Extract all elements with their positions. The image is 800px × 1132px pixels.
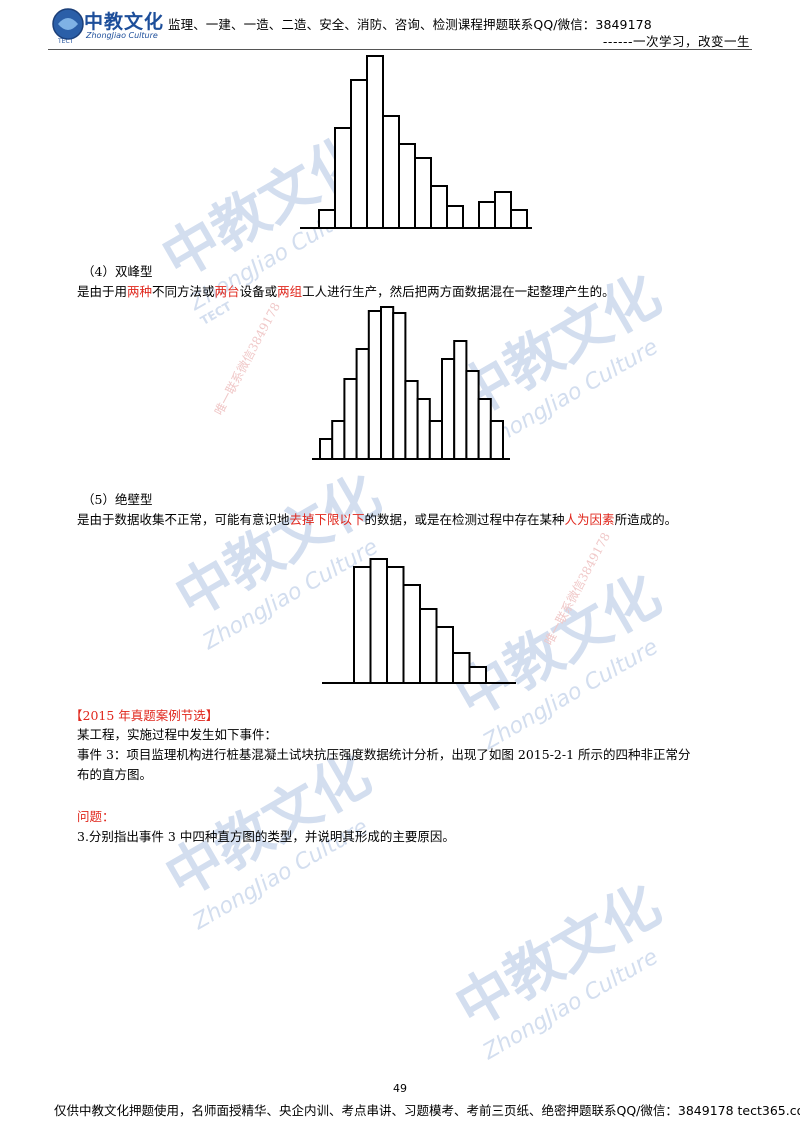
exam-event3-line2: 布的直方图。 [77, 767, 153, 782]
section-4-description: 是由于用两种不同方法或两台设备或两组工人进行生产，然后把两方面数据混在一起整理产… [77, 282, 749, 302]
island-bar-2 [334, 127, 352, 229]
double-peak-bar-7 [392, 312, 407, 460]
exam-intro: 某工程，实施过程中发生如下事件： [77, 727, 278, 742]
body-text: 设备或 [239, 284, 278, 299]
island-bar-9 [446, 205, 464, 229]
exam-event3-line1: 事件 3：项目监理机构进行桩基混凝土试块抗压强度数据统计分析，出现了如图 201… [77, 747, 691, 762]
body-text: 所造成的。 [614, 512, 678, 527]
double-peak-bar-13 [465, 370, 480, 460]
double-peak-bar-1 [319, 438, 334, 460]
logo-mark: TECT [58, 38, 74, 45]
cliff-bar-2 [369, 558, 388, 684]
exam-heading: 【2015 年真题案例节选】 [70, 708, 219, 723]
watermark-brand-cn: 中教文化 [445, 872, 672, 1041]
body-text: 不同方法或 [152, 284, 215, 299]
island-bar-13 [510, 209, 528, 229]
highlight-text: 两组 [277, 284, 303, 299]
double-peak-bar-12 [453, 340, 468, 460]
highlight-text: 人为因素 [564, 512, 615, 527]
header-divider [48, 49, 752, 50]
watermark-contact-2: 唯一联系微信3849178 [541, 530, 614, 648]
highlight-text: 去掉下限以下 [289, 512, 365, 527]
cliff-bar-8 [468, 666, 487, 684]
question-label: 问题： [77, 809, 115, 824]
double-peak-bar-3 [343, 378, 358, 460]
double-peak-bar-6 [380, 306, 395, 460]
island-bar-12 [494, 191, 512, 229]
double-peak-bar-15 [489, 420, 505, 460]
island-bar-1 [318, 209, 336, 229]
globe-logo-icon [52, 8, 84, 40]
double-peak-bar-14 [477, 398, 492, 460]
cliff-bar-6 [435, 626, 454, 684]
body-text: 是由于数据收集不正常，可能有意识地 [77, 512, 290, 527]
double-peak-bar-2 [331, 420, 346, 460]
cliff-bar-4 [402, 584, 421, 684]
double-peak-bar-5 [367, 310, 382, 460]
watermark-contact-1: 唯一联系微信3849178 [211, 300, 284, 418]
cliff-bar-7 [452, 652, 471, 684]
cliff-bar-3 [386, 566, 405, 684]
footer-text: 仅供中教文化押题使用，名师面授精华、央企内训、考点串讲、习题模考、考前三页纸、绝… [54, 1103, 800, 1118]
island-bar-11 [478, 201, 496, 229]
section-5-title: （5）绝壁型 [82, 492, 153, 507]
island-bar-3 [350, 79, 368, 229]
cliff-bar-1 [353, 566, 372, 684]
body-text: 的数据，或是在检测过程中存在某种 [364, 512, 565, 527]
section-5-description: 是由于数据收集不正常，可能有意识地去掉下限以下的数据，或是在检测过程中存在某种人… [77, 510, 749, 530]
header-contact-text: 监理、一建、一造、二造、安全、消防、咨询、检测课程押题联系QQ/微信：38491… [168, 17, 652, 32]
cliff-bar-5 [419, 608, 438, 684]
island-bar-5 [382, 115, 400, 229]
island-bar-4 [366, 55, 384, 229]
highlight-text: 两种 [127, 284, 153, 299]
double-peak-bar-10 [428, 420, 444, 460]
watermark-6: 中教文化 ZhongJiao Culture [439, 861, 686, 1065]
body-text: 是由于用 [77, 284, 128, 299]
histogram-isolated-island [300, 55, 532, 229]
header-slogan: ------一次学习，改变一生 [602, 34, 750, 49]
histogram-cliff [322, 558, 516, 684]
double-peak-bar-11 [441, 358, 456, 460]
page-number: 49 [393, 1082, 407, 1095]
highlight-text: 两台 [214, 284, 240, 299]
body-text: 工人进行生产，然后把两方面数据混在一起整理产生的。 [302, 284, 615, 299]
double-peak-bar-8 [404, 380, 419, 460]
island-bar-8 [430, 185, 448, 229]
section-4-title: （4）双峰型 [82, 264, 153, 279]
watermark-brand-en: ZhongJiao Culture [479, 944, 663, 1065]
logo-text-cn: 中教文化 [84, 11, 165, 33]
question-3: 3.分别指出事件 3 中四种直方图的类型，并说明其形成的主要原因。 [77, 829, 455, 844]
histogram-double-peak [312, 306, 510, 460]
island-bar-6 [398, 143, 416, 229]
header-logo: 中教文化 ZhongJiao Culture TECT [48, 6, 168, 46]
logo-text-en: ZhongJiao Culture [86, 31, 158, 40]
island-bar-7 [414, 157, 432, 229]
double-peak-bar-9 [416, 398, 431, 460]
double-peak-bar-4 [355, 348, 370, 460]
